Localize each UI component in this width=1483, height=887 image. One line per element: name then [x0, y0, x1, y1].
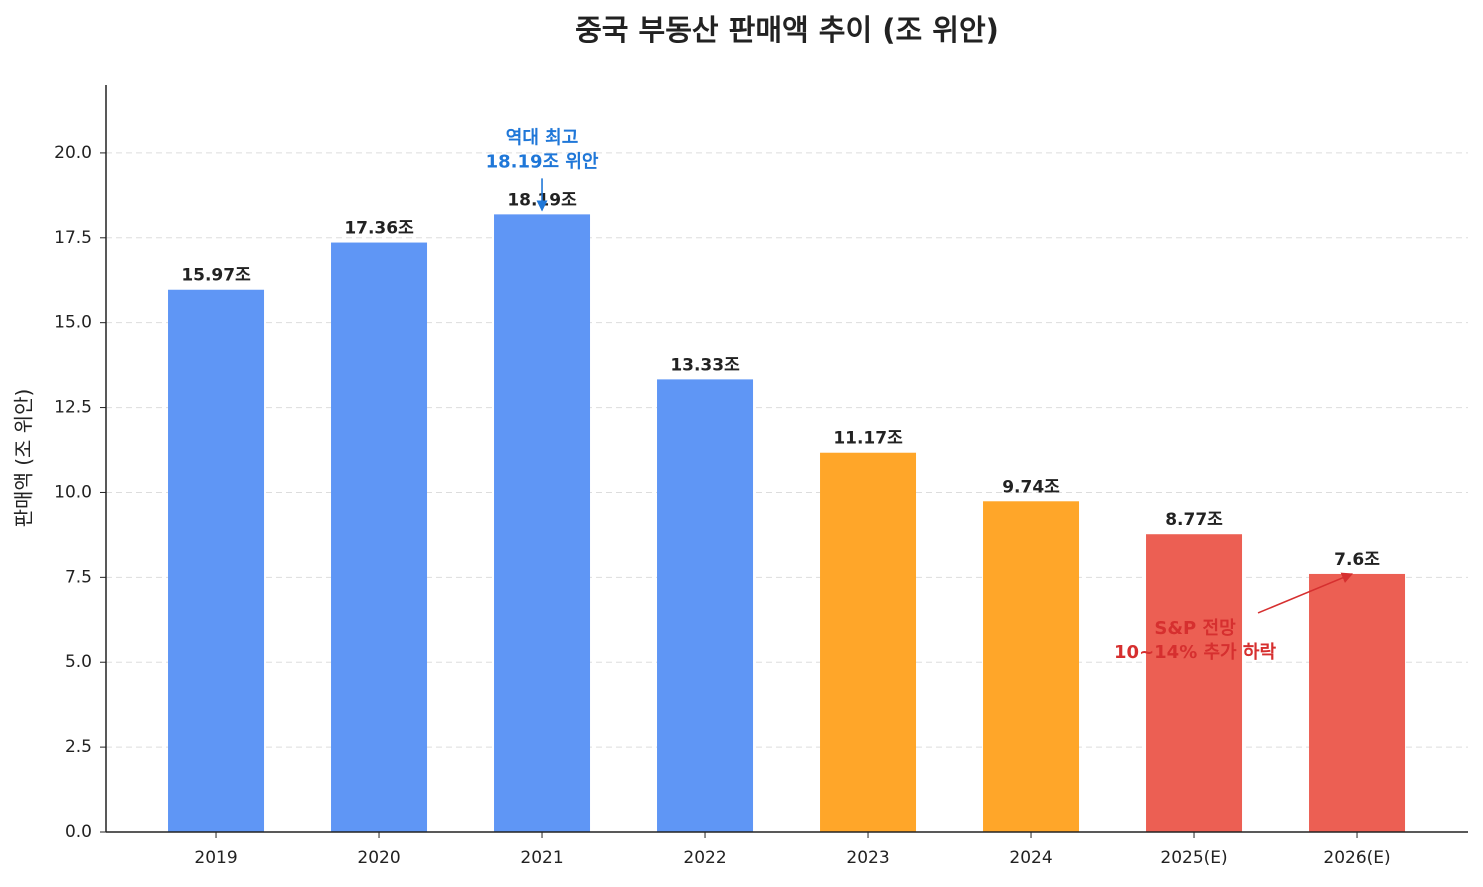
y-tick-label: 17.5 — [54, 228, 92, 248]
value-label: 11.17조 — [833, 429, 903, 449]
annotation-text: 10~14% 추가 하락 — [1114, 642, 1276, 663]
y-tick-label: 20.0 — [54, 143, 92, 163]
bar — [1309, 573, 1406, 832]
value-label: 13.33조 — [670, 355, 740, 375]
x-tick-label: 2024 — [1009, 848, 1052, 868]
y-tick-label: 7.5 — [65, 567, 92, 587]
y-tick-label: 5.0 — [65, 652, 92, 672]
bar — [820, 452, 917, 832]
bar — [168, 289, 265, 832]
x-tick-label: 2026(E) — [1323, 848, 1390, 868]
bar — [494, 214, 591, 832]
y-tick-label: 0.0 — [65, 822, 92, 842]
x-tick-label: 2022 — [683, 848, 726, 868]
annotation-arrow — [1257, 572, 1354, 614]
x-tick-label: 2023 — [846, 848, 889, 868]
value-label: 8.77조 — [1165, 510, 1223, 530]
bar — [1146, 534, 1243, 832]
value-label: 15.97조 — [181, 266, 251, 286]
annotation-text: 18.19조 위안 — [486, 151, 599, 172]
bar — [331, 242, 428, 833]
bar — [983, 501, 1080, 832]
y-axis-label: 판매액 (조 위안) — [12, 389, 36, 528]
value-label: 17.36조 — [344, 219, 414, 239]
value-label: 9.74조 — [1002, 477, 1060, 497]
y-tick-label: 12.5 — [54, 398, 92, 418]
chart-title: 중국 부동산 판매액 추이 (조 위안) — [575, 13, 999, 47]
value-label: 7.6조 — [1334, 550, 1380, 570]
x-tick-label: 2021 — [520, 848, 563, 868]
y-tick-label: 15.0 — [54, 313, 92, 333]
bar — [657, 379, 754, 832]
y-tick-label: 2.5 — [65, 737, 92, 757]
y-tick-label: 10.0 — [54, 482, 92, 502]
x-tick-label: 2019 — [194, 848, 237, 868]
x-tick-label: 2020 — [357, 848, 400, 868]
annotation-text: S&P 전망 — [1154, 618, 1236, 639]
annotation-text: 역대 최고 — [506, 127, 579, 148]
x-tick-label: 2025(E) — [1160, 848, 1227, 868]
